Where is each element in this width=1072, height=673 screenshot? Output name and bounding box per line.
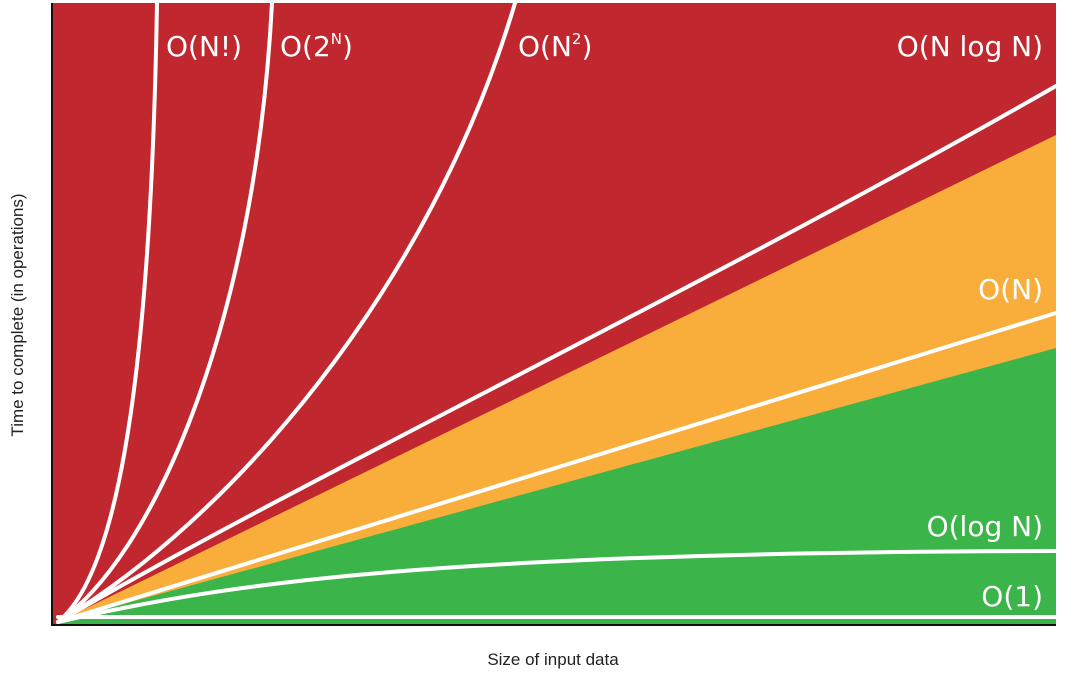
curve-quadratic [56,1,517,624]
curve-logarithmic [56,549,1058,624]
chart-axes [51,3,1056,626]
curve-label-superscript: 2 [572,30,582,48]
curve-label: O(N2) [518,30,592,63]
complexity-curves [56,1,1058,624]
curve-label: O(1) [981,580,1043,613]
curve-labels: O(N!) O(2N) O(N2) O(N log N) O(N) O(log N) O(1… [166,30,1043,613]
curve-label: O(N log N) [897,30,1043,63]
curve-label: O(2N) [280,30,353,63]
curve-factorial [56,1,159,624]
curve-linearithmic [56,84,1058,624]
y-axis-title: Time to complete (in operations) [8,193,27,436]
curve-label-superscript: N [331,30,342,48]
complexity-zones [52,3,1056,625]
x-axis-title: Size of input data [487,650,619,669]
curve-exponential [56,1,274,624]
curve-label: O(N!) [166,30,242,63]
curve-label: O(log N) [927,510,1043,543]
curve-linear [56,311,1058,624]
curve-label: O(N) [978,273,1043,306]
zone-green [58,348,1056,625]
